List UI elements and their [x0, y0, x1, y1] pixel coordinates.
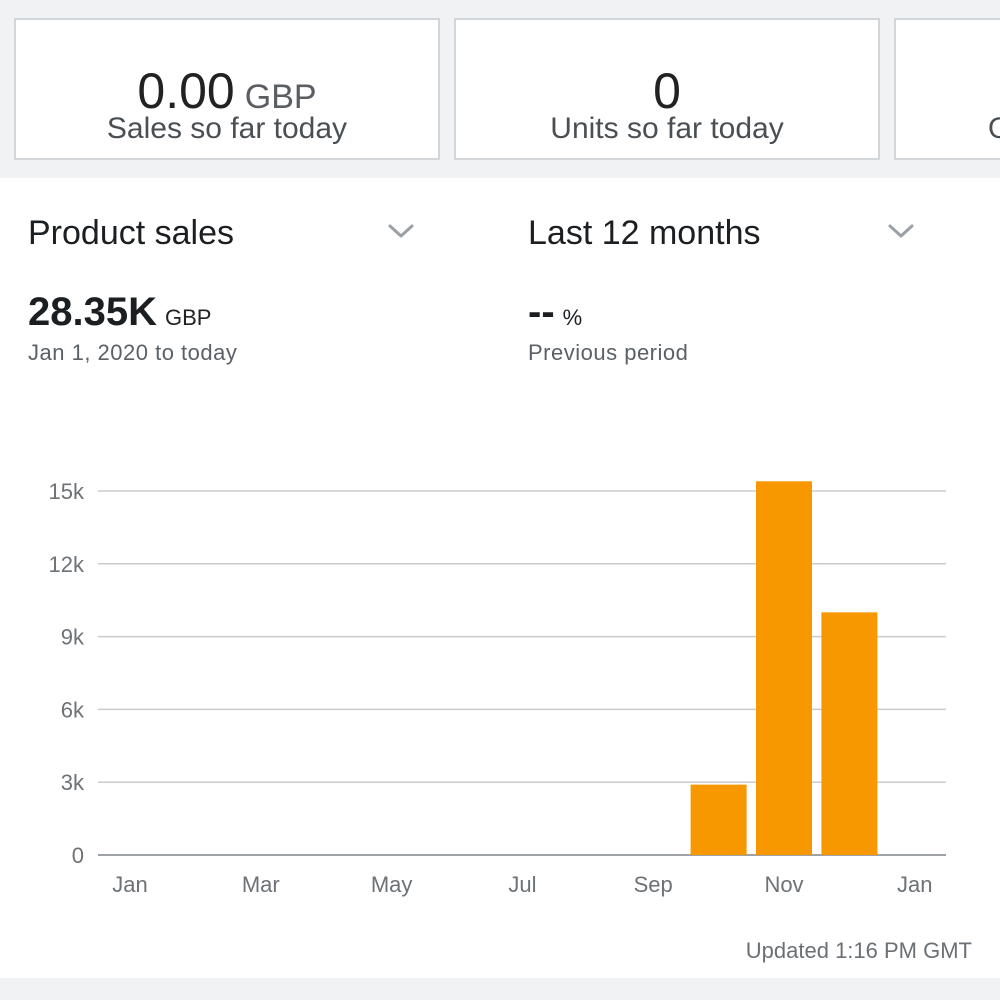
y-tick-label: 0: [72, 843, 84, 868]
sales-bar-chart: 0 3k 6k 9k 12k 15k Jan Mar May Jul Sep Nov Jan: [49, 479, 946, 897]
change-unit: %: [562, 305, 583, 330]
bar-nov[interactable]: [756, 481, 812, 855]
x-tick-label: Nov: [764, 872, 803, 897]
y-tick-label: 12k: [49, 552, 85, 577]
kpi-unit: GBP: [244, 78, 317, 116]
kpi-label: Units so far today: [550, 112, 784, 145]
kpi-value: 0: [456, 64, 878, 118]
updated-timestamp: Updated 1:16 PM GMT: [745, 938, 972, 963]
y-tick-label: 9k: [61, 625, 85, 650]
total-sales-number: 28.35K: [28, 290, 157, 334]
kpi-card-third[interactable]: O: [894, 18, 1000, 160]
x-tick-label: Sep: [634, 872, 673, 897]
period-selector[interactable]: Last 12 months: [528, 208, 760, 258]
change-value: --%: [528, 290, 582, 335]
total-sales-unit: GBP: [164, 305, 212, 330]
y-tick-label: 15k: [49, 479, 85, 504]
kpi-label: Sales so far today: [106, 112, 348, 145]
kpi-label: O: [988, 112, 1000, 146]
x-tick-label: Jan: [112, 872, 147, 897]
metric-selector[interactable]: Product sales: [28, 208, 234, 258]
kpi-row: 0.00 GBP Sales so far today 0 Units so fa…: [14, 18, 1000, 166]
period-selector-label: Last 12 months: [528, 213, 761, 252]
x-tick-label: Jul: [508, 872, 536, 897]
y-tick-label: 6k: [61, 697, 85, 722]
x-tick-label: Mar: [242, 872, 280, 897]
bar-dec[interactable]: [821, 612, 878, 855]
chevron-down-icon[interactable]: [886, 216, 916, 246]
kpi-card-units-today[interactable]: 0 Units so far today: [454, 18, 880, 160]
change-number: --: [528, 290, 555, 334]
kpi-value: 0.00 GBP: [16, 64, 438, 124]
kpi-number: 0.00: [137, 63, 235, 119]
sales-panel: Product sales Last 12 months 28.35K GBP J…: [0, 178, 1000, 978]
metric-selector-label: Product sales: [28, 213, 234, 252]
kpi-card-sales-today[interactable]: 0.00 GBP Sales so far today: [14, 18, 440, 160]
y-tick-label: 3k: [61, 770, 85, 795]
chevron-down-icon[interactable]: [386, 216, 416, 246]
x-tick-label: May: [371, 872, 413, 897]
total-sales-value: 28.35K GBP: [28, 290, 211, 335]
bar-oct[interactable]: [690, 784, 747, 855]
change-caption: Previous period: [528, 340, 689, 365]
x-tick-label: Jan: [897, 872, 932, 897]
kpi-number: 0: [653, 63, 681, 119]
total-sales-caption: Jan 1, 2020 to today: [28, 340, 238, 365]
